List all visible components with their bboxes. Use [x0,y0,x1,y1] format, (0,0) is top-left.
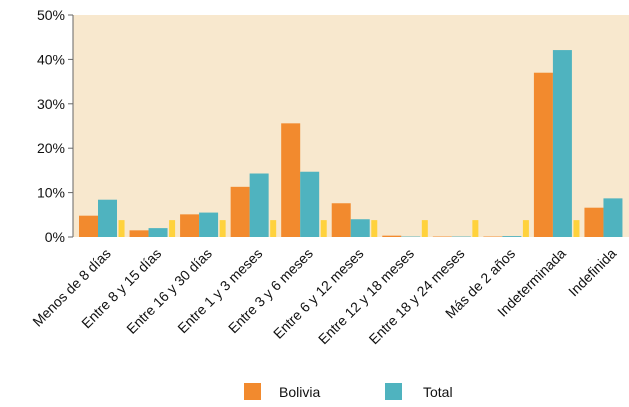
y-tick-label: 10% [37,185,65,201]
reference-marker [219,220,226,237]
bar-bolivia [180,214,200,237]
reference-marker [320,220,327,237]
y-axis-ticks: 0% 10% 20% 30% 40% 50% [37,7,73,245]
bar-total [98,199,117,237]
reference-marker [472,220,479,237]
bar-bolivia [382,235,402,237]
y-tick-label: 30% [37,96,65,112]
x-category-label: Entre 1 y 3 meses [174,245,265,336]
bars-group [79,50,623,237]
bar-total [249,173,269,237]
bar-bolivia [79,215,98,237]
legend-label-total: Total [423,384,453,400]
bar-total [199,212,219,237]
bar-total [552,50,572,237]
bar-total [502,236,522,237]
y-tick-label: 40% [37,51,65,67]
bar-bolivia [584,207,604,237]
legend-swatch-bolivia [244,383,261,400]
bar-bolivia [230,186,250,237]
bar-total [148,228,168,237]
legend-swatch-total [385,383,402,400]
x-category-label: Indefinida [565,245,619,299]
reference-marker [421,220,428,237]
reference-marker [573,220,580,237]
legend-label-bolivia: Bolivia [279,384,320,400]
y-tick-label: 20% [37,140,65,156]
bar-total [300,171,320,237]
x-category-label: Entre 16 y 30 días [123,245,215,337]
x-category-label: Entre 12 y 18 meses [315,245,417,347]
bar-total [350,219,370,237]
y-tick-label: 0% [45,229,65,245]
bar-total [603,198,623,237]
reference-marker [270,220,277,237]
bar-bolivia [533,72,553,237]
legend: Bolivia Total [244,383,453,400]
x-category-label: Entre 6 y 12 meses [270,245,367,342]
bar-bolivia [281,123,301,237]
bar-bolivia [331,203,351,237]
reference-marker [371,220,378,237]
reference-marker [522,220,529,237]
x-category-label: Entre 3 y 6 meses [225,245,316,336]
reference-marker [169,220,176,237]
bar-bolivia [129,230,149,237]
x-category-label: Entre 18 y 24 meses [366,245,468,347]
reference-marker [118,220,125,237]
y-tick-label: 50% [37,7,65,23]
